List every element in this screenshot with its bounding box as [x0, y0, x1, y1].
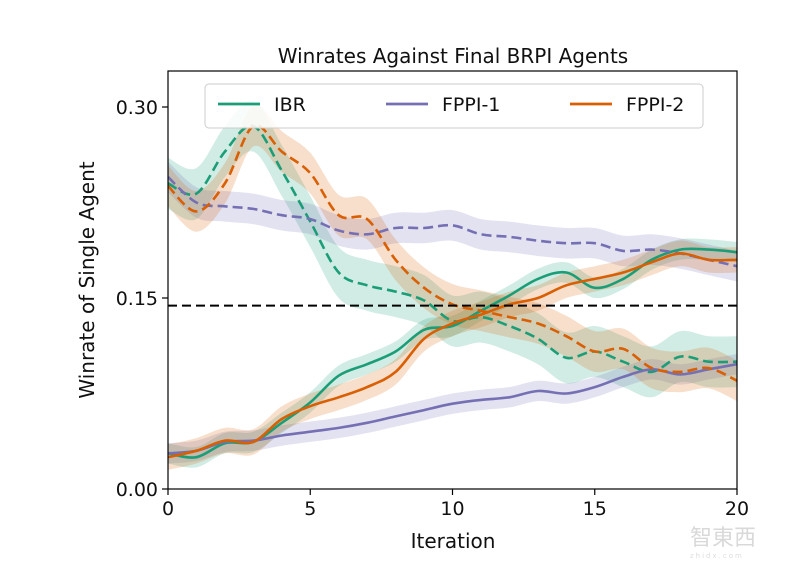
band-fppi-1-dashed: [168, 161, 737, 282]
watermark: 智東西 zhidx.com: [690, 526, 756, 560]
band-ibr-solid: [168, 238, 737, 468]
watermark-subtext: zhidx.com: [690, 552, 744, 560]
band-fppi-2-solid: [168, 240, 737, 470]
band-ibr-dashed: [168, 100, 737, 398]
legend-label: IBR: [274, 94, 306, 116]
y-tick-label: 0.00: [116, 479, 158, 501]
x-tick-label: 20: [725, 498, 749, 520]
legend-box: [204, 83, 704, 129]
x-tick-label: 0: [162, 498, 174, 520]
y-tick-label: 0.30: [116, 97, 158, 119]
legend: IBR FPPI-1 FPPI-2: [204, 83, 704, 129]
x-tick-label: 5: [304, 498, 316, 520]
x-tick-label: 15: [583, 498, 607, 520]
legend-label: FPPI-2: [626, 94, 684, 116]
y-tick-label: 0.15: [116, 288, 158, 310]
series-lines: [168, 124, 737, 459]
x-axis-label: Iteration: [411, 529, 496, 553]
band-fppi-1-solid: [168, 354, 737, 464]
chart-title: Winrates Against Final BRPI Agents: [278, 44, 628, 68]
band-fppi-2-dashed: [168, 104, 737, 402]
confidence-bands: [168, 100, 737, 470]
legend-item-ibr: IBR: [218, 94, 306, 116]
line-fppi-2-dashed: [168, 124, 737, 382]
y-axis-label: Winrate of Single Agent: [75, 161, 99, 398]
legend-item-fppi-1: FPPI-1: [386, 94, 500, 116]
legend-item-fppi-2: FPPI-2: [570, 94, 684, 116]
line-fppi-2-solid: [168, 252, 737, 459]
line-fppi-1-solid: [168, 362, 737, 455]
x-axis: 0 5 10 15 20: [162, 489, 749, 520]
legend-label: FPPI-1: [442, 94, 500, 116]
y-axis: 0.00 0.15 0.30: [116, 97, 168, 501]
watermark-text: 智東西: [690, 526, 756, 551]
x-tick-label: 10: [440, 498, 464, 520]
